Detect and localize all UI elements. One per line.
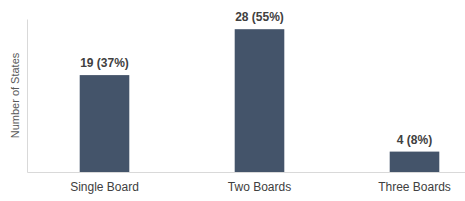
x-axis: Single Board Two Boards Three Boards <box>28 172 465 194</box>
bar <box>390 152 440 172</box>
data-label: 4 (8%) <box>397 133 432 147</box>
x-tick-label: Single Board <box>70 180 139 194</box>
bars <box>80 29 440 172</box>
y-axis-line <box>27 20 28 173</box>
x-tick-label: Two Boards <box>228 180 291 194</box>
x-tick: Three Boards <box>378 172 451 194</box>
x-tick: Two Boards <box>228 172 291 194</box>
data-label: 28 (55%) <box>235 10 284 24</box>
y-axis <box>27 20 28 173</box>
y-axis-title: Number of States <box>9 52 21 138</box>
x-tick: Single Board <box>70 172 139 194</box>
x-axis-line <box>28 172 465 173</box>
x-tick-label: Three Boards <box>378 180 451 194</box>
chart: Single Board Two Boards Three Boards 19 (37… <box>0 0 465 201</box>
data-label: 19 (37%) <box>80 56 129 70</box>
bar <box>235 29 285 172</box>
bar <box>80 75 130 172</box>
data-labels: 19 (37%) 28 (55%) 4 (8%) <box>80 10 432 146</box>
